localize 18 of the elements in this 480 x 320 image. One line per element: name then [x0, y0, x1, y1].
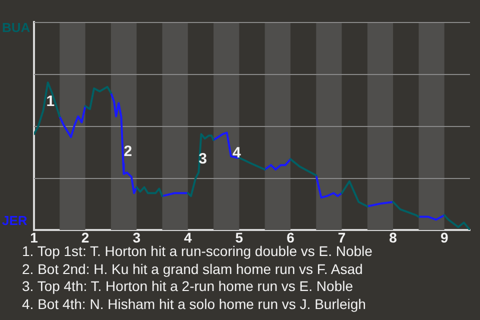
text: JER: [2, 213, 28, 228]
x-tick-label: 7: [338, 229, 346, 246]
x-tick-label: 3: [132, 229, 141, 246]
text: 4. Bot 4th: N. Hisham hit a solo home run vs J. Burleigh: [22, 296, 367, 313]
text: 3. Top 4th: T. Horton hit a 2-run home run vs E. Noble: [22, 278, 354, 296]
x-tick-label: 4: [184, 229, 192, 246]
x-tick-label: 9: [440, 229, 448, 246]
annotation: 3: [198, 150, 207, 168]
x-tick-label: 5: [235, 229, 244, 246]
annotation: 4: [232, 144, 242, 162]
x-tick-label: 6: [286, 229, 295, 246]
annotation: 2: [124, 142, 132, 160]
x-tick-label: 8: [389, 229, 398, 246]
text: 1. Top 1st: T. Horton hit a run-scoring double vs E. Noble: [22, 243, 372, 260]
x-tick-label: 1: [30, 229, 38, 246]
annotation: 1: [46, 92, 55, 110]
x-tick-label: 2: [81, 229, 90, 246]
text: 2. Bot 2nd: H. Ku hit a grand slam home run vs F. Asad: [22, 260, 364, 278]
